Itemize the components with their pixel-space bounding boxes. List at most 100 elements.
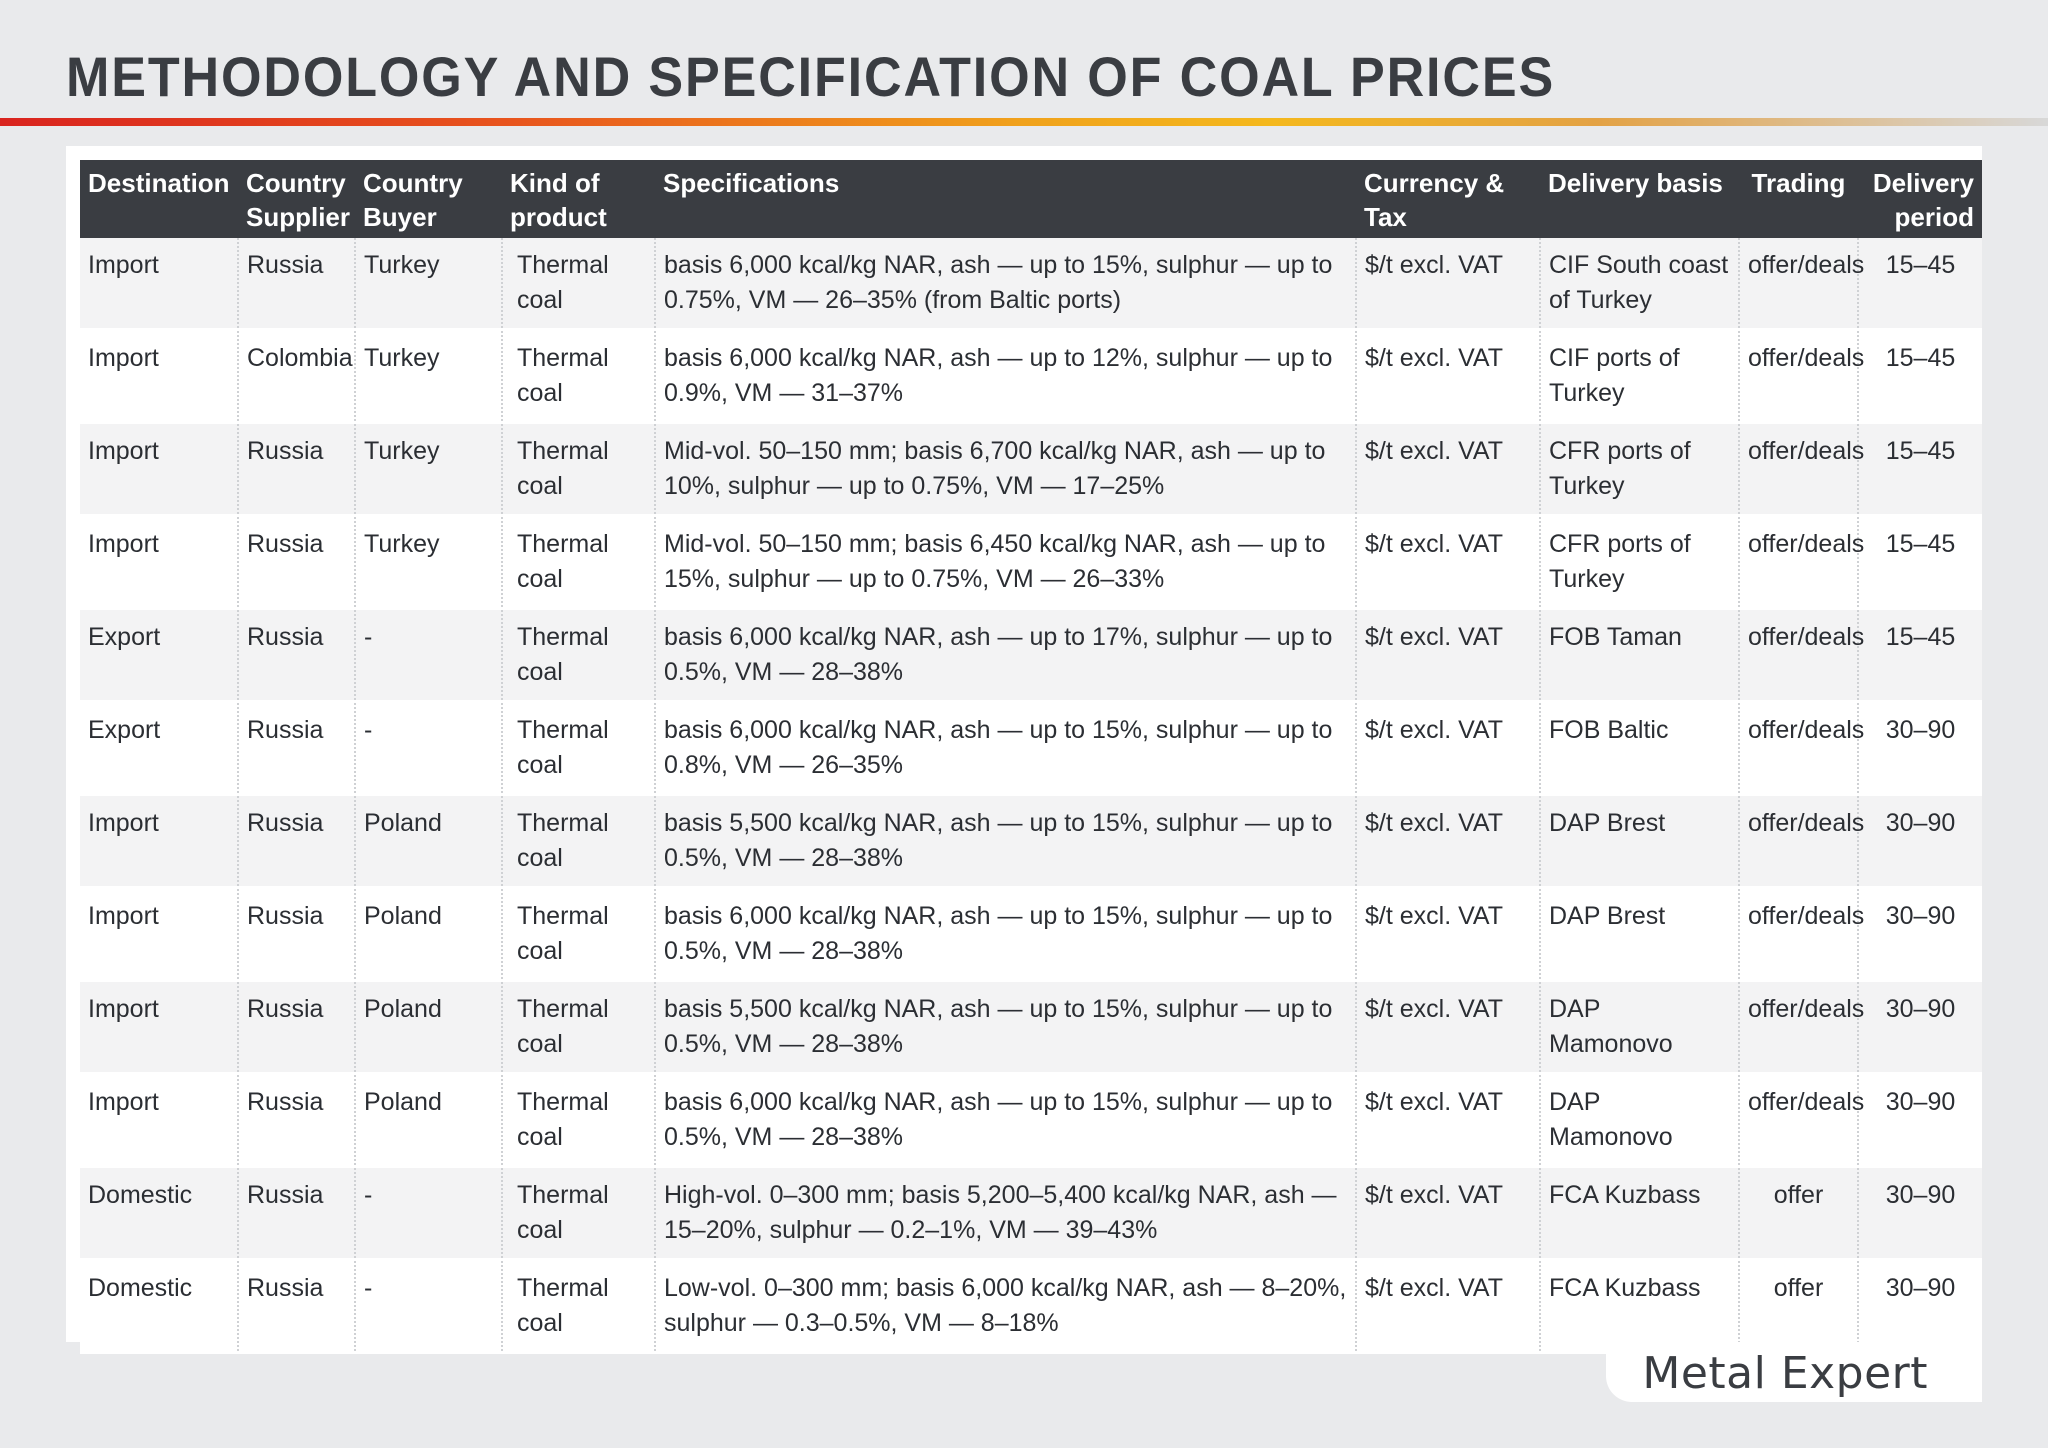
cell-destination: Import bbox=[80, 1073, 238, 1168]
cell-delivery-period: 30–90 bbox=[1857, 1166, 1982, 1261]
cell-delivery-basis: DAP Brest bbox=[1539, 794, 1739, 889]
cell-kind-of-product: Thermal coal bbox=[501, 701, 655, 796]
cell-destination: Import bbox=[80, 329, 238, 424]
cell-specifications: basis 6,000 kcal/kg NAR, ash — up to 15%… bbox=[654, 887, 1356, 982]
cell-currency-tax: $/t excl. VAT bbox=[1355, 515, 1540, 610]
table-header-row: Destination Country Supplier Country Buyer… bbox=[80, 160, 1982, 238]
cell-destination: Export bbox=[80, 608, 238, 703]
cell-country-buyer: Turkey bbox=[354, 329, 502, 424]
cell-delivery-period: 30–90 bbox=[1857, 1259, 1982, 1354]
cell-delivery-period: 15–45 bbox=[1857, 608, 1982, 703]
cell-country-buyer: - bbox=[354, 1166, 502, 1261]
cell-currency-tax: $/t excl. VAT bbox=[1355, 1166, 1540, 1261]
table-row: Import Russia Poland Thermal coal basis 5,50… bbox=[80, 980, 1982, 1075]
cell-specifications: basis 5,500 kcal/kg NAR, ash — up to 15%… bbox=[654, 980, 1356, 1075]
cell-country-buyer: Poland bbox=[354, 1073, 502, 1168]
cell-specifications: basis 6,000 kcal/kg NAR, ash — up to 12%… bbox=[654, 329, 1356, 424]
cell-delivery-basis: CFR ports of Turkey bbox=[1539, 515, 1739, 610]
cell-delivery-basis: FCA Kuzbass bbox=[1539, 1166, 1739, 1261]
cell-delivery-period: 15–45 bbox=[1857, 515, 1982, 610]
cell-destination: Import bbox=[80, 422, 238, 517]
table-row: Import Russia Turkey Thermal coal Mid-vol. 5… bbox=[80, 422, 1982, 517]
cell-country-supplier: Russia bbox=[237, 1166, 355, 1261]
cell-delivery-period: 30–90 bbox=[1857, 701, 1982, 796]
cell-destination: Domestic bbox=[80, 1259, 238, 1354]
cell-currency-tax: $/t excl. VAT bbox=[1355, 238, 1540, 331]
cell-specifications: High-vol. 0–300 mm; basis 5,200–5,400 kc… bbox=[654, 1166, 1356, 1261]
cell-delivery-basis: DAP Brest bbox=[1539, 887, 1739, 982]
cell-specifications: basis 5,500 kcal/kg NAR, ash — up to 15%… bbox=[654, 794, 1356, 889]
table-row: Import Russia Poland Thermal coal basis 5,50… bbox=[80, 794, 1982, 889]
cell-country-supplier: Russia bbox=[237, 1259, 355, 1354]
cell-kind-of-product: Thermal coal bbox=[501, 1259, 655, 1354]
cell-trading: offer/deals bbox=[1738, 887, 1864, 982]
table-row: Import Russia Poland Thermal coal basis 6,00… bbox=[80, 1073, 1982, 1168]
cell-kind-of-product: Thermal coal bbox=[501, 1073, 655, 1168]
table-row: Import Russia Poland Thermal coal basis 6,00… bbox=[80, 887, 1982, 982]
cell-currency-tax: $/t excl. VAT bbox=[1355, 887, 1540, 982]
table-row: Import Colombia Turkey Thermal coal basis 6,… bbox=[80, 329, 1982, 424]
cell-country-buyer: - bbox=[354, 608, 502, 703]
cell-delivery-basis: CIF South coast of Turkey bbox=[1539, 238, 1739, 331]
cell-destination: Import bbox=[80, 238, 238, 331]
cell-country-buyer: Turkey bbox=[354, 422, 502, 517]
cell-currency-tax: $/t excl. VAT bbox=[1355, 794, 1540, 889]
cell-delivery-basis: FCA Kuzbass bbox=[1539, 1259, 1739, 1354]
brand-logo-box: Metal Expert bbox=[1606, 1342, 1982, 1402]
cell-country-supplier: Russia bbox=[237, 1073, 355, 1168]
cell-trading: offer/deals bbox=[1738, 238, 1864, 331]
cell-destination: Import bbox=[80, 515, 238, 610]
cell-destination: Import bbox=[80, 887, 238, 982]
cell-delivery-basis: DAP Mamonovo bbox=[1539, 1073, 1739, 1168]
cell-delivery-basis: FOB Baltic bbox=[1539, 701, 1739, 796]
cell-currency-tax: $/t excl. VAT bbox=[1355, 608, 1540, 703]
cell-trading: offer/deals bbox=[1738, 422, 1864, 517]
cell-destination: Domestic bbox=[80, 1166, 238, 1261]
cell-kind-of-product: Thermal coal bbox=[501, 422, 655, 517]
accent-gradient-line bbox=[0, 118, 2048, 126]
cell-country-buyer: Poland bbox=[354, 887, 502, 982]
header-delivery-basis: Delivery basis bbox=[1540, 160, 1739, 238]
cell-trading: offer/deals bbox=[1738, 1073, 1864, 1168]
table-body: Import Russia Turkey Thermal coal basis 6,00… bbox=[80, 238, 1982, 1354]
cell-kind-of-product: Thermal coal bbox=[501, 794, 655, 889]
cell-country-supplier: Russia bbox=[237, 701, 355, 796]
table-row: Import Russia Turkey Thermal coal basis 6,00… bbox=[80, 238, 1982, 331]
cell-country-supplier: Russia bbox=[237, 980, 355, 1075]
cell-delivery-period: 30–90 bbox=[1857, 887, 1982, 982]
cell-kind-of-product: Thermal coal bbox=[501, 1166, 655, 1261]
cell-country-buyer: - bbox=[354, 701, 502, 796]
table-row: Export Russia - Thermal coal basis 6,000 kca… bbox=[80, 608, 1982, 703]
table-row: Import Russia Turkey Thermal coal Mid-vol. 5… bbox=[80, 515, 1982, 610]
cell-specifications: Mid-vol. 50–150 mm; basis 6,450 kcal/kg … bbox=[654, 515, 1356, 610]
cell-specifications: basis 6,000 kcal/kg NAR, ash — up to 15%… bbox=[654, 1073, 1356, 1168]
cell-trading: offer/deals bbox=[1738, 329, 1864, 424]
cell-destination: Import bbox=[80, 980, 238, 1075]
cell-specifications: basis 6,000 kcal/kg NAR, ash — up to 17%… bbox=[654, 608, 1356, 703]
cell-trading: offer/deals bbox=[1738, 794, 1864, 889]
cell-currency-tax: $/t excl. VAT bbox=[1355, 329, 1540, 424]
cell-delivery-period: 30–90 bbox=[1857, 794, 1982, 889]
cell-delivery-basis: CIF ports of Turkey bbox=[1539, 329, 1739, 424]
cell-destination: Import bbox=[80, 794, 238, 889]
cell-country-buyer: Poland bbox=[354, 980, 502, 1075]
cell-trading: offer bbox=[1738, 1166, 1858, 1261]
cell-delivery-basis: FOB Taman bbox=[1539, 608, 1739, 703]
cell-specifications: Mid-vol. 50–150 mm; basis 6,700 kcal/kg … bbox=[654, 422, 1356, 517]
cell-country-supplier: Russia bbox=[237, 422, 355, 517]
cell-specifications: basis 6,000 kcal/kg NAR, ash — up to 15%… bbox=[654, 238, 1356, 331]
table-row: Domestic Russia - Thermal coal High-vol. 0–3… bbox=[80, 1166, 1982, 1261]
cell-delivery-basis: CFR ports of Turkey bbox=[1539, 422, 1739, 517]
cell-kind-of-product: Thermal coal bbox=[501, 980, 655, 1075]
cell-currency-tax: $/t excl. VAT bbox=[1355, 1259, 1540, 1354]
cell-kind-of-product: Thermal coal bbox=[501, 515, 655, 610]
cell-country-buyer: Poland bbox=[354, 794, 502, 889]
cell-country-buyer: - bbox=[354, 1259, 502, 1354]
cell-trading: offer/deals bbox=[1738, 701, 1864, 796]
cell-kind-of-product: Thermal coal bbox=[501, 238, 655, 331]
cell-country-supplier: Russia bbox=[237, 238, 355, 331]
cell-currency-tax: $/t excl. VAT bbox=[1355, 422, 1540, 517]
cell-trading: offer bbox=[1738, 1259, 1858, 1354]
header-trading: Trading bbox=[1739, 160, 1858, 238]
page-title: METHODOLOGY AND SPECIFICATION OF COAL PR… bbox=[66, 45, 1556, 108]
